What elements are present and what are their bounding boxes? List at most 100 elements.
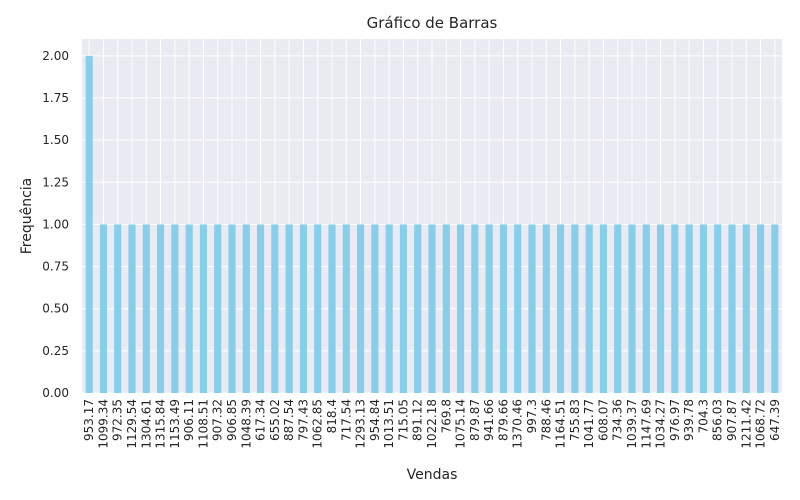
x-tick-label: 788.46: [539, 399, 553, 441]
x-tick-label: 647.39: [768, 399, 782, 441]
bar: [114, 224, 122, 393]
x-tick-label: 1039.37: [625, 399, 639, 449]
x-tick-label: 704.3: [696, 399, 710, 433]
x-tick-label: 717.54: [339, 399, 353, 441]
bar: [585, 224, 593, 393]
bar: [485, 224, 493, 393]
x-tick-label: 1034.27: [654, 399, 668, 449]
y-tick-label: 0.25: [42, 344, 69, 358]
x-tick-label: 891.12: [411, 399, 425, 441]
x-tick-label: 954.84: [368, 399, 382, 441]
x-tick-label: 1315.84: [154, 399, 168, 449]
y-tick-label: 2.00: [42, 49, 69, 63]
y-tick-label: 1.00: [42, 217, 69, 231]
bar: [257, 224, 265, 393]
x-tick-label: 1068.72: [754, 399, 768, 449]
bar: [414, 224, 422, 393]
bar: [385, 224, 393, 393]
bar: [157, 224, 165, 393]
x-tick-label: 887.54: [282, 399, 296, 441]
bar: [528, 224, 536, 393]
y-tick-label: 0.00: [42, 386, 69, 400]
bar: [671, 224, 679, 393]
x-tick-label: 734.36: [611, 399, 625, 441]
bar: [499, 224, 507, 393]
y-tick-label: 0.50: [42, 302, 69, 316]
bar: [428, 224, 436, 393]
bar: [142, 224, 150, 393]
bar: [542, 224, 550, 393]
bar: [757, 224, 765, 393]
x-tick-label: 1099.34: [96, 399, 110, 449]
x-tick-label: 997.3: [525, 399, 539, 433]
bar: [685, 224, 693, 393]
y-tick-label: 0.75: [42, 260, 69, 274]
x-tick-label: 953.17: [82, 399, 96, 441]
x-tick-label: 879.66: [496, 399, 510, 441]
x-tick-label: 1153.49: [168, 399, 182, 449]
y-tick-label: 1.75: [42, 91, 69, 105]
bar: [314, 224, 322, 393]
chart-title: Gráfico de Barras: [367, 14, 498, 32]
bar: [442, 224, 450, 393]
y-axis-ticks: 0.00 0.25 0.50 0.75 1.00 1.25 1.50 1.75 2.00: [42, 49, 69, 400]
bar: [457, 224, 465, 393]
y-axis-label: Frequência: [19, 178, 35, 255]
bar: [85, 55, 93, 393]
bar: [699, 224, 707, 393]
bar: [657, 224, 665, 393]
x-tick-label: 1048.39: [239, 399, 253, 449]
bar: [599, 224, 607, 393]
bar: [571, 224, 579, 393]
bar: [342, 224, 350, 393]
bar: [728, 224, 736, 393]
x-tick-label: 608.07: [596, 399, 610, 441]
y-tick-label: 1.50: [42, 133, 69, 147]
bar: [514, 224, 522, 393]
bar: [228, 224, 236, 393]
x-tick-label: 1370.46: [511, 399, 525, 449]
bar: [628, 224, 636, 393]
x-tick-label: 1129.54: [125, 399, 139, 449]
x-tick-label: 906.85: [225, 399, 239, 441]
bar: [471, 224, 479, 393]
x-tick-label: 1211.42: [739, 399, 753, 449]
bar: [614, 224, 622, 393]
x-tick-label: 715.05: [396, 399, 410, 441]
x-tick-label: 769.8: [439, 399, 453, 433]
bar: [171, 224, 179, 393]
x-tick-label: 1304.61: [139, 399, 153, 449]
bar: [285, 224, 293, 393]
x-axis-ticks: 953.17 1099.34 972.35 1129.54 1304.61 1315.84…: [82, 399, 782, 449]
bar: [299, 224, 307, 393]
x-tick-label: 906.11: [182, 399, 196, 441]
x-tick-label: 1013.51: [382, 399, 396, 449]
bar: [714, 224, 722, 393]
bar: [199, 224, 207, 393]
x-tick-label: 879.87: [468, 399, 482, 441]
bar: [357, 224, 365, 393]
x-tick-label: 818.4: [325, 399, 339, 433]
bar: [742, 224, 750, 393]
bar: [328, 224, 336, 393]
x-tick-label: 907.87: [725, 399, 739, 441]
bar: [642, 224, 650, 393]
x-tick-label: 1022.18: [425, 399, 439, 449]
bar: [557, 224, 565, 393]
bar: [399, 224, 407, 393]
bars: [85, 55, 779, 393]
x-tick-label: 1062.85: [311, 399, 325, 449]
bar: [242, 224, 250, 393]
x-tick-label: 755.83: [568, 399, 582, 441]
bar: [214, 224, 222, 393]
bar: [371, 224, 379, 393]
x-tick-label: 797.43: [296, 399, 310, 441]
x-tick-label: 941.66: [482, 399, 496, 441]
bar: [771, 224, 779, 393]
bar: [271, 224, 279, 393]
x-tick-label: 907.32: [211, 399, 225, 441]
x-tick-label: 617.34: [254, 399, 268, 441]
x-tick-label: 972.35: [111, 399, 125, 441]
x-tick-label: 1293.13: [354, 399, 368, 449]
